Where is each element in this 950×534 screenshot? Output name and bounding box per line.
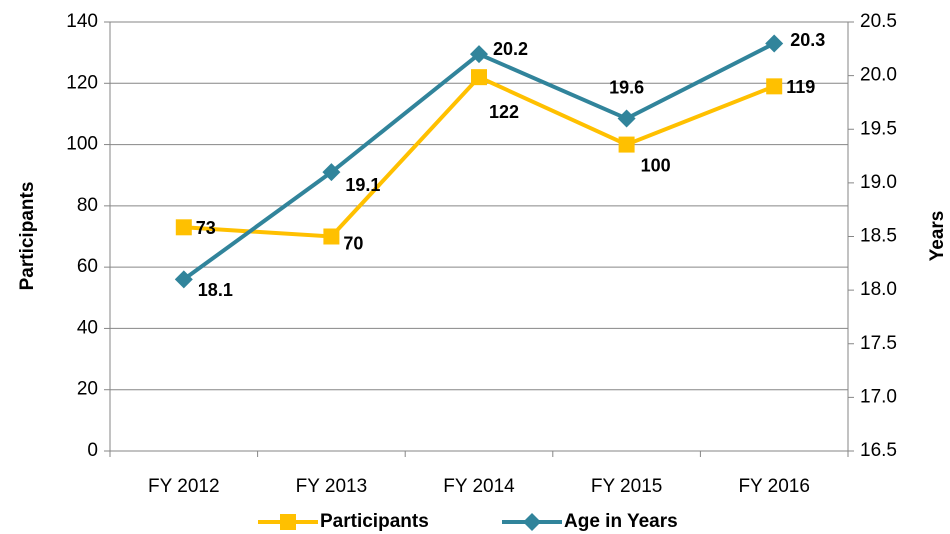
data-label: 73 xyxy=(196,218,216,238)
data-label: 18.1 xyxy=(198,280,233,300)
y-tick-label: 60 xyxy=(77,256,98,277)
point xyxy=(470,45,488,64)
y-tick-label: 100 xyxy=(66,134,98,155)
y-tick-label: 40 xyxy=(77,317,98,338)
x-tick-label: FY 2012 xyxy=(148,476,219,497)
y-tick-label: 20 xyxy=(77,379,98,400)
point xyxy=(322,163,341,182)
y2-tick-label: 18.5 xyxy=(860,226,897,247)
y-tick-label: 140 xyxy=(66,11,98,32)
y2-tick-label: 18.0 xyxy=(860,279,897,300)
data-label: 122 xyxy=(489,102,519,122)
legend-label: Age in Years xyxy=(564,511,678,532)
data-label: 20.2 xyxy=(493,39,528,59)
x-tick-label: FY 2015 xyxy=(591,476,662,497)
point xyxy=(617,109,636,128)
point xyxy=(766,78,783,95)
point xyxy=(175,219,192,236)
data-label: 20.3 xyxy=(790,30,825,50)
y2-tick-label: 19.0 xyxy=(860,172,897,193)
data-label: 119 xyxy=(786,77,815,97)
y-tick-label: 0 xyxy=(87,440,98,461)
y2-axis-title: Years xyxy=(927,211,948,262)
data-label: 70 xyxy=(343,233,363,253)
y-axis-title: Participants xyxy=(17,182,38,291)
y2-tick-label: 20.0 xyxy=(860,65,897,86)
y-tick-label: 120 xyxy=(66,72,98,93)
y-tick-label: 80 xyxy=(77,195,98,216)
y2-tick-label: 17.0 xyxy=(860,386,897,407)
point xyxy=(618,136,635,153)
point xyxy=(765,34,784,53)
y2-tick-label: 16.5 xyxy=(860,440,897,461)
y2-tick-label: 20.5 xyxy=(860,11,897,32)
legend-marker xyxy=(523,513,541,531)
plot-frame xyxy=(109,21,849,452)
y2-tick-label: 19.5 xyxy=(860,118,897,139)
data-label: 19.6 xyxy=(609,77,644,97)
y2-tick-label: 17.5 xyxy=(860,333,897,354)
x-tick-label: FY 2013 xyxy=(296,476,367,497)
point xyxy=(323,228,340,245)
data-label: 100 xyxy=(641,155,671,175)
x-tick-label: FY 2016 xyxy=(738,476,809,497)
x-tick-label: FY 2014 xyxy=(443,476,515,497)
data-label: 19.1 xyxy=(345,175,380,195)
point xyxy=(174,270,193,289)
legend-label: Participants xyxy=(320,511,429,532)
legend-marker xyxy=(280,514,296,530)
point xyxy=(471,69,487,86)
